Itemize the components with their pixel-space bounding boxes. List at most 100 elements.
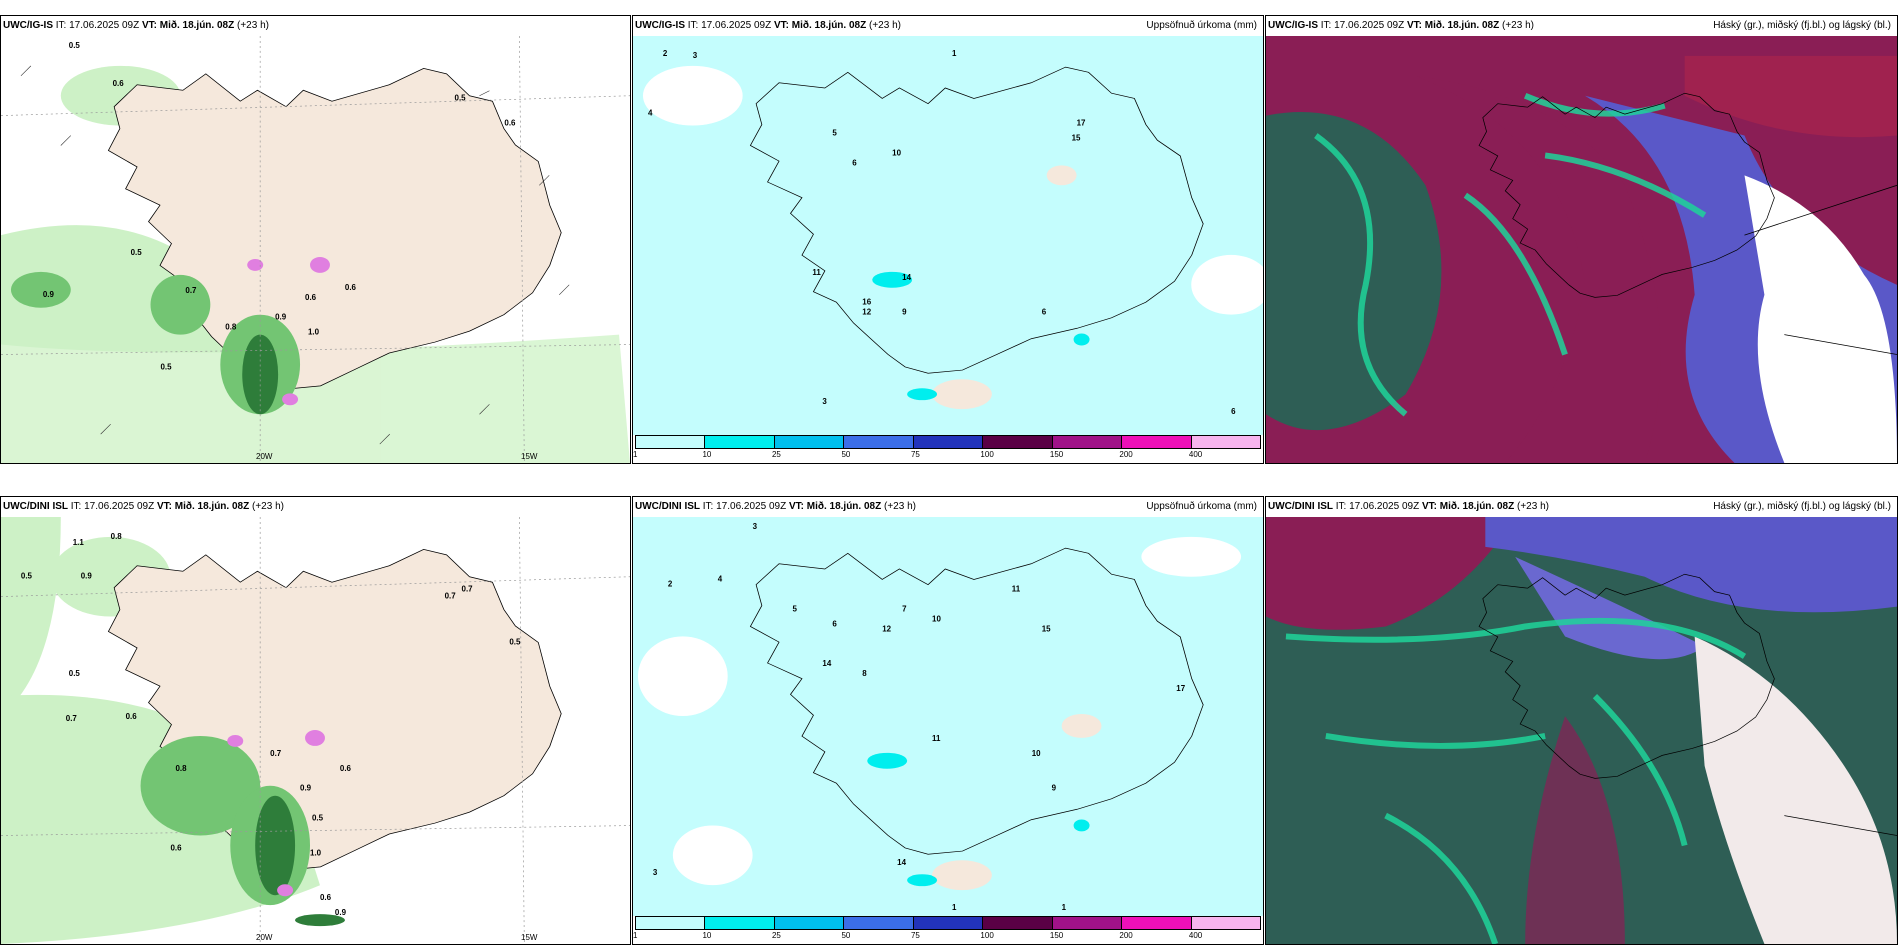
wind-value: 0.9 (43, 290, 55, 299)
wind-value: 0.5 (312, 814, 324, 823)
valid-time: Mið. 18.jún. 08Z (174, 501, 250, 512)
legend-colorbar (635, 916, 1261, 930)
wind-value: 0.6 (170, 843, 182, 852)
precip-value: 5 (832, 129, 837, 138)
field-title: Háský (gr.), miðský (fj.bl.) og lágský (… (1713, 20, 1891, 31)
panel-header: UWC/IG-IS IT: 17.06.2025 09Z VT: Mið. 18… (1266, 16, 1897, 36)
model-name: UWC/IG-IS (1268, 20, 1318, 31)
wind-value: 0.8 (175, 764, 187, 773)
lon-label: 15W (521, 452, 538, 461)
legend-swatch (636, 436, 706, 448)
panel-wind-top: UWC/IG-IS IT: 17.06.2025 09Z VT: Mið. 18… (0, 15, 631, 464)
precip-value: 2 (668, 580, 673, 589)
legend-swatch (774, 917, 845, 929)
wind-value: 0.5 (21, 572, 33, 581)
precip-value: 9 (902, 308, 907, 317)
map-area[interactable]: 2 3 1 4 5 6 11 10 12 14 16 17 15 9 6 6 3 (633, 36, 1263, 435)
cloud-map (1266, 36, 1897, 463)
precip-value: 3 (753, 522, 758, 531)
legend-swatch (636, 917, 706, 929)
precip-value: 10 (932, 614, 941, 623)
precip-value: 4 (718, 575, 723, 584)
wind-value: 0.8 (111, 532, 123, 541)
legend-swatch (1191, 436, 1260, 448)
legend-tick: 25 (771, 931, 781, 940)
precip-value: 7 (902, 605, 907, 614)
precip-value: 17 (1176, 684, 1185, 693)
precip-value: 12 (882, 624, 891, 633)
cloud-map (1266, 517, 1897, 944)
legend-tick: 50 (841, 931, 851, 940)
precip-value: 14 (902, 273, 911, 282)
precip-value: 8 (862, 669, 867, 678)
legend-tick: 75 (910, 450, 920, 459)
wind-value: 0.6 (340, 764, 352, 773)
legend-swatch (1191, 917, 1260, 929)
precip-value: 6 (1231, 407, 1236, 416)
precip-value: 1 (952, 903, 957, 912)
lead-time: (+23 h) (252, 501, 284, 512)
legend-tick: 100 (980, 450, 994, 459)
precip-value: 10 (1032, 749, 1041, 758)
wind-value: 0.8 (225, 323, 237, 332)
precip-value: 15 (1072, 133, 1081, 142)
legend-tick: 10 (702, 450, 712, 459)
legend-swatch (705, 436, 775, 448)
panel-clouds-bottom: UWC/DINI ISL IT: 17.06.2025 09Z VT: Mið.… (1265, 496, 1898, 945)
panel-header: UWC/DINI ISL IT: 17.06.2025 09Z VT: Mið.… (633, 497, 1263, 517)
valid-label: VT: (788, 501, 804, 512)
map-area[interactable]: 1.1 0.8 0.5 0.9 0.7 0.7 0.5 0.5 0.7 0.6 … (1, 517, 630, 944)
wind-value: 0.6 (345, 283, 357, 292)
map-area[interactable] (1266, 36, 1897, 463)
panel-wind-bottom: UWC/DINI ISL IT: 17.06.2025 09Z VT: Mið.… (0, 496, 631, 945)
field-title: Uppsöfnuð úrkoma (mm) (1146, 20, 1257, 31)
legend-tick: 100 (980, 931, 994, 940)
field-title: Háský (gr.), miðský (fj.bl.) og lágský (… (1713, 501, 1891, 512)
lead-time: (+23 h) (884, 501, 916, 512)
wind-value: 0.6 (320, 893, 332, 902)
valid-label: VT: (773, 20, 789, 31)
wind-value: 0.6 (126, 712, 138, 721)
precip-value: 11 (932, 734, 941, 743)
init-time: IT: 17.06.2025 09Z (687, 20, 772, 31)
map-area[interactable]: 0.5 0.6 0.5 0.6 0.5 0.9 0.7 0.8 0.6 0.9 … (1, 36, 630, 463)
legend-tick: 200 (1119, 931, 1133, 940)
legend-colorbar (635, 435, 1261, 449)
wind-value: 1.0 (310, 848, 322, 857)
wind-value: 0.7 (185, 286, 197, 295)
precip-value: 17 (1077, 119, 1086, 128)
panel-clouds-top: UWC/IG-IS IT: 17.06.2025 09Z VT: Mið. 18… (1265, 15, 1898, 464)
map-area[interactable] (1266, 517, 1897, 944)
wind-value: 0.5 (69, 41, 81, 50)
precip-value: 16 (862, 298, 871, 307)
init-time: IT: 17.06.2025 09Z (1335, 501, 1420, 512)
valid-time: Mið. 18.jún. 08Z (1439, 501, 1515, 512)
panel-header: UWC/DINI ISL IT: 17.06.2025 09Z VT: Mið.… (1, 497, 630, 517)
legend-tick: 400 (1188, 931, 1203, 940)
precip-value: 11 (1012, 585, 1021, 594)
wind-value: 0.5 (455, 94, 467, 103)
precip-value: 3 (653, 868, 658, 877)
precip-value: 4 (648, 109, 653, 118)
precip-value: 2 (663, 49, 668, 58)
legend-swatch (1122, 917, 1192, 929)
panel-header: UWC/IG-IS IT: 17.06.2025 09Z VT: Mið. 18… (633, 16, 1263, 36)
legend-swatch (844, 436, 914, 448)
legend-tick: 1 (633, 931, 638, 940)
wind-value: 1.1 (73, 538, 85, 547)
wind-map: 0.5 0.6 0.5 0.6 0.5 0.9 0.7 0.8 0.6 0.9 … (1, 36, 630, 463)
lon-label: 20W (256, 933, 273, 942)
map-area[interactable]: 3 2 4 5 6 7 8 10 11 12 14 15 17 11 14 10… (633, 517, 1263, 916)
wind-value: 0.6 (113, 79, 125, 88)
valid-time: Mið. 18.jún. 08Z (806, 501, 882, 512)
wind-value: 0.5 (69, 669, 81, 678)
precip-value: 9 (1052, 784, 1057, 793)
init-time: IT: 17.06.2025 09Z (1320, 20, 1405, 31)
wind-value: 0.9 (300, 784, 312, 793)
wind-value: 0.7 (445, 592, 457, 601)
legend-swatch (1052, 436, 1123, 448)
legend-swatch (913, 917, 984, 929)
legend-tick: 50 (841, 450, 851, 459)
legend-tick: 150 (1049, 931, 1064, 940)
panel-header: UWC/DINI ISL IT: 17.06.2025 09Z VT: Mið.… (1266, 497, 1897, 517)
